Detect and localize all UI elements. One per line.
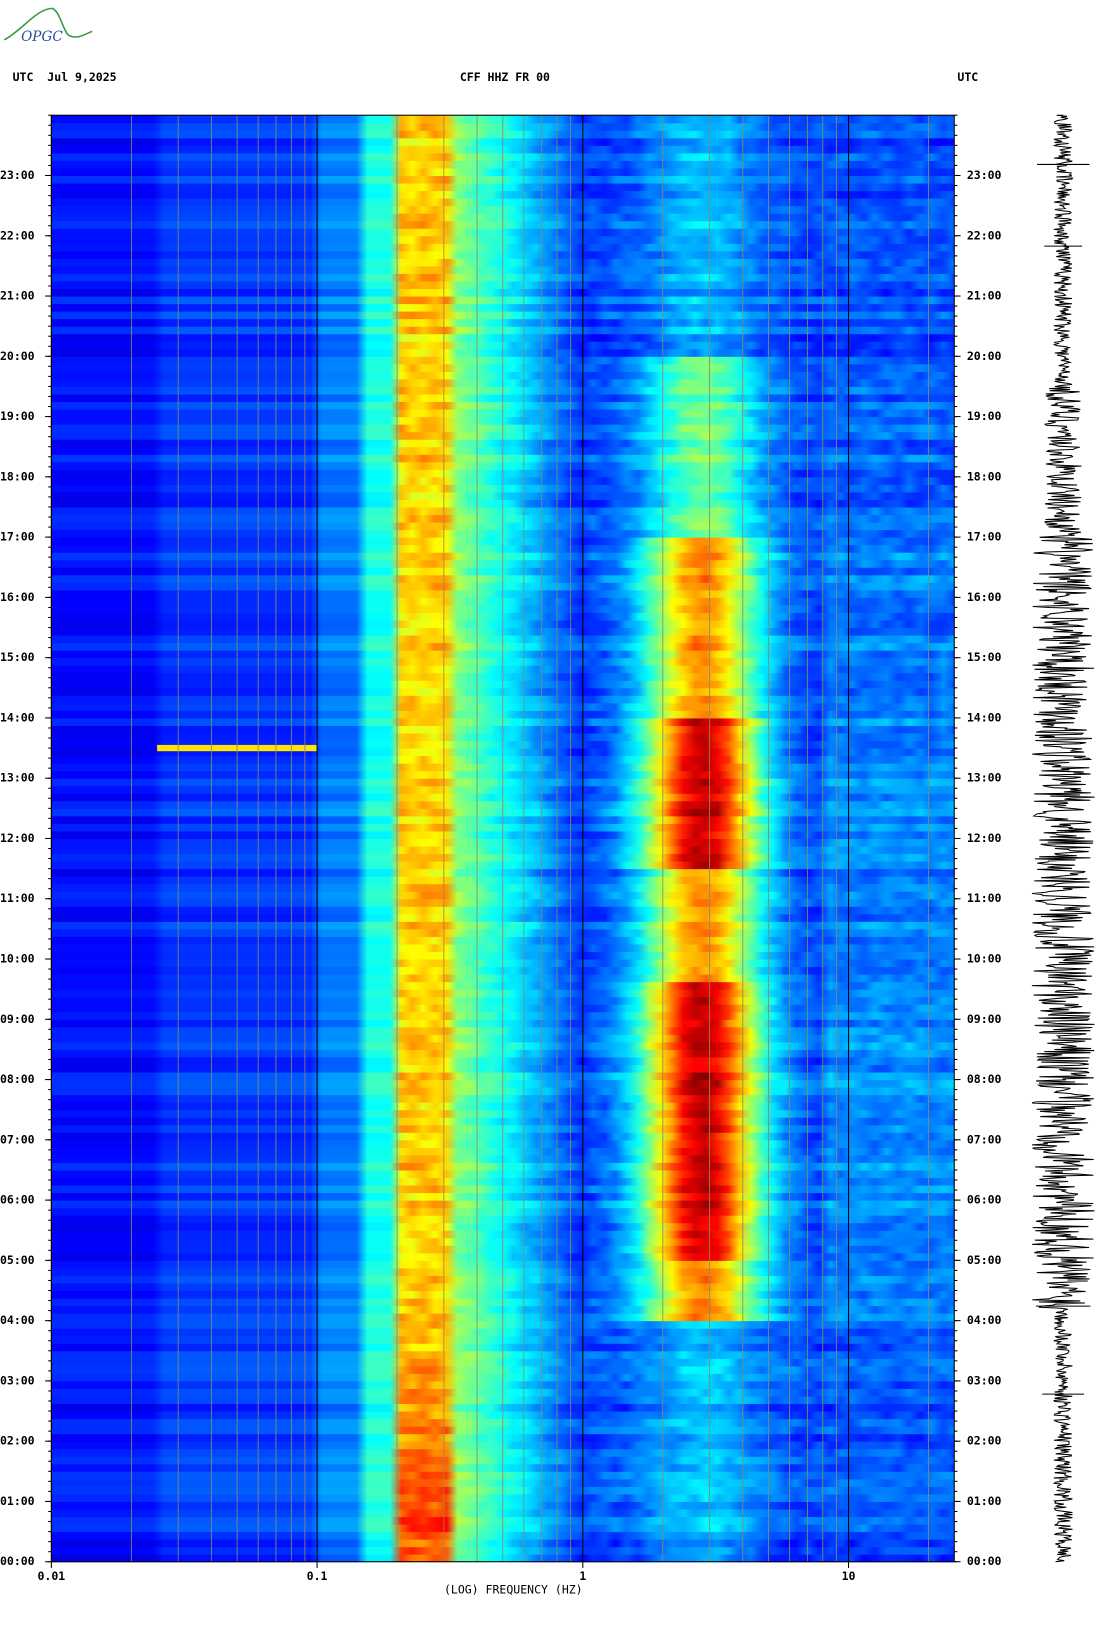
chart: OPGC UTC Jul 9,2025 CFF HHZ FR 00 UTC (L… bbox=[0, 7, 1095, 1597]
page: OPGC UTC Jul 9,2025 CFF HHZ FR 00 UTC (L… bbox=[0, 7, 1095, 1597]
